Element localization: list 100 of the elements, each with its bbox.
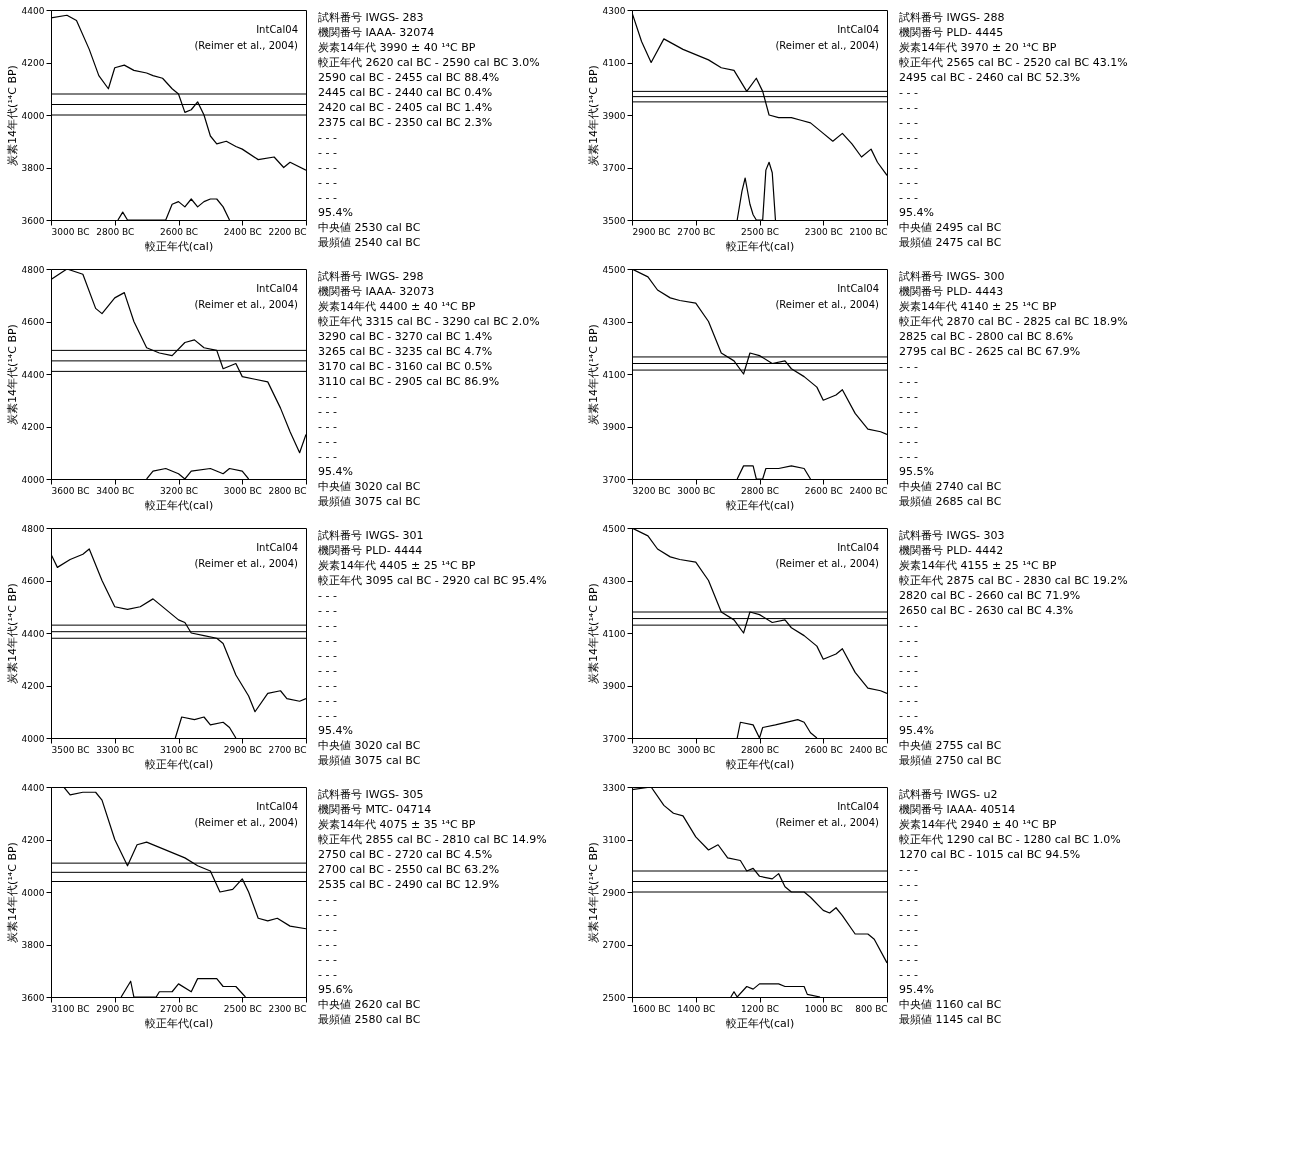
text: 較正年代 3095 cal BC - 2920 cal BC 95.4% [318,573,547,587]
x-tick-label: 2200 BC [268,226,307,237]
text: 3265 cal BC - 3235 cal BC 4.7% [318,344,493,358]
text: 95.5% [899,464,934,478]
text: 2700 cal BC - 2550 cal BC 63.2% [318,862,500,876]
text: 較正年代 2620 cal BC - 2590 cal BC 3.0% [318,55,540,69]
text: - - - [318,190,337,204]
text: 較正年代 2855 cal BC - 2810 cal BC 14.9% [318,832,547,846]
text: - - - [899,130,918,144]
x-axis-title: 較正年代(cal) [144,498,214,512]
text: 試料番号 IWGS- 283 [318,10,424,24]
x-tick-label: 3500 BC [51,744,90,755]
x-axis-title: 較正年代(cal) [144,239,214,253]
text: - - - [899,100,918,114]
text: 中央値 2755 cal BC [899,738,1002,752]
y-tick-label: 4200 [21,422,45,432]
text: 3290 cal BC - 3270 cal BC 1.4% [318,329,493,343]
annotation: (Reimer et al., 2004) [775,299,880,310]
y-axis-title: 炭素14年代(¹⁴C BP) [586,65,600,166]
text: 較正年代 1290 cal BC - 1280 cal BC 1.0% [899,832,1121,846]
text: - - - [899,190,918,204]
y-axis-title: 炭素14年代(¹⁴C BP) [586,583,600,684]
y-tick-label: 4800 [21,264,45,275]
x-tick-label: 2400 BC [849,485,888,496]
text: 95.4% [899,982,934,996]
text: - - - [899,419,918,433]
x-tick-label: 2800 BC [740,485,780,496]
text: 機関番号 PLD- 4442 [899,543,1004,557]
text: - - - [899,389,918,403]
y-tick-label: 3700 [602,733,626,744]
text: 中央値 2740 cal BC [899,479,1002,493]
x-tick-label: 2800 BC [268,485,307,496]
text: 試料番号 IWGS- 305 [318,787,424,801]
y-tick-label: 4500 [602,523,626,534]
text: 最頻値 3075 cal BC [318,494,421,508]
annotation: IntCal04 [256,24,298,35]
text: 最頻値 1145 cal BC [899,1012,1002,1026]
y-axis-title: 炭素14年代(¹⁴C BP) [5,65,19,166]
text: 95.4% [318,723,353,737]
y-axis-title: 炭素14年代(¹⁴C BP) [5,842,19,943]
text: - - - [318,952,337,966]
annotation: (Reimer et al., 2004) [775,558,880,569]
x-tick-label: 2100 BC [849,226,888,237]
x-axis-title: 較正年代(cal) [144,1016,214,1030]
y-tick-label: 3900 [602,422,626,432]
y-tick-label: 4200 [21,58,45,68]
text: 機関番号 PLD- 4444 [318,543,423,557]
annotation: (Reimer et al., 2004) [194,558,299,569]
x-tick-label: 3100 BC [51,1003,90,1014]
text: - - - [318,678,337,692]
y-tick-label: 4100 [602,628,626,639]
text: - - - [318,160,337,174]
text: - - - [318,633,337,647]
x-tick-label: 1000 BC [804,1003,843,1014]
text: - - - [318,404,337,418]
text: 炭素14年代 4400 ± 40 ¹⁴C BP [318,299,476,313]
text: - - - [899,967,918,981]
y-tick-label: 4000 [21,887,45,898]
y-tick-label: 3600 [21,215,45,226]
text: 2535 cal BC - 2490 cal BC 12.9% [318,877,500,891]
y-tick-label: 4800 [21,523,45,534]
y-tick-label: 4100 [602,58,626,68]
text: 較正年代 2870 cal BC - 2825 cal BC 18.9% [899,314,1128,328]
y-tick-label: 4400 [21,628,45,639]
x-tick-label: 2700 BC [268,744,307,755]
text: 中央値 3020 cal BC [318,479,421,493]
text: 95.4% [318,464,353,478]
annotation: IntCal04 [256,283,298,294]
text: - - - [318,603,337,617]
text: 試料番号 IWGS- 301 [318,528,424,542]
text: - - - [899,937,918,951]
y-tick-label: 4500 [602,264,626,275]
x-tick-label: 3400 BC [96,485,135,496]
text: - - - [899,160,918,174]
text: - - - [899,633,918,647]
text: 95.4% [318,205,353,219]
x-tick-label: 2600 BC [159,226,199,237]
text: 95.4% [899,723,934,737]
y-axis-title: 炭素14年代(¹⁴C BP) [5,583,19,684]
y-tick-label: 2900 [602,887,626,898]
annotation: (Reimer et al., 2004) [194,299,299,310]
x-tick-label: 3200 BC [159,485,199,496]
text: 最頻値 3075 cal BC [318,753,421,767]
text: - - - [318,434,337,448]
text: 2375 cal BC - 2350 cal BC 2.3% [318,115,493,129]
text: 機関番号 MTC- 04714 [318,802,432,816]
y-axis-title: 炭素14年代(¹⁴C BP) [586,842,600,943]
y-tick-label: 3900 [602,110,626,121]
y-tick-label: 3800 [21,163,45,173]
x-tick-label: 3000 BC [677,744,716,755]
y-tick-label: 4000 [21,110,45,121]
y-tick-label: 4300 [602,5,626,16]
x-axis-title: 較正年代(cal) [144,757,214,771]
x-tick-label: 3000 BC [223,485,262,496]
text: - - - [318,937,337,951]
x-tick-label: 3200 BC [632,744,671,755]
text: 試料番号 IWGS- 288 [899,10,1005,24]
text: 中央値 1160 cal BC [899,997,1002,1011]
x-tick-label: 2700 BC [677,226,716,237]
annotation: (Reimer et al., 2004) [194,817,299,828]
